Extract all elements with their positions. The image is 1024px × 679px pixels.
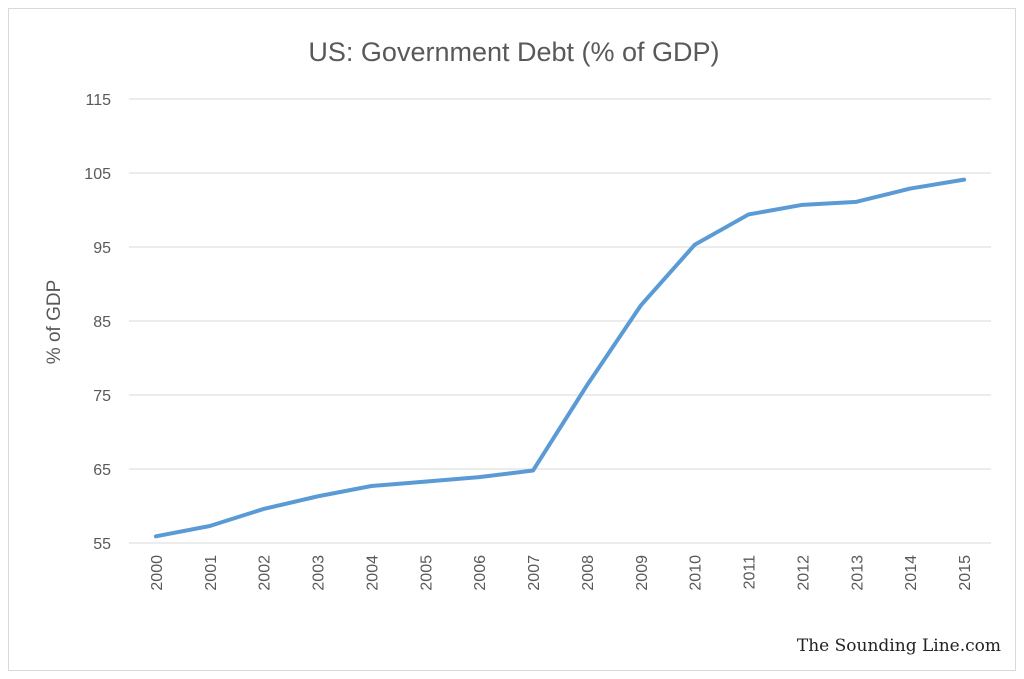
x-tick-label-2006: 2006 [472,555,489,591]
y-tick-label-115: 115 [85,92,111,109]
y-tick-label-75: 75 [93,388,111,405]
x-tick-label-2007: 2007 [526,555,543,591]
x-tick-label-2002: 2002 [257,555,274,591]
source-credit: The Sounding Line.com [797,636,1001,656]
x-tick-label-2001: 2001 [203,555,220,591]
x-tick-label-2003: 2003 [311,555,328,591]
x-tick-label-2013: 2013 [849,555,866,591]
x-tick-label-2004: 2004 [364,555,381,591]
y-axis-title: % of GDP [44,280,65,364]
x-tick-label-2015: 2015 [957,555,974,591]
x-tick-label-2009: 2009 [634,555,651,591]
y-tick-label-105: 105 [84,166,111,183]
x-tick-label-2005: 2005 [418,555,435,591]
x-axis-ticks: 2000 2001 2002 2003 2004 2005 2006 2007 2008 2009… [149,555,974,591]
y-tick-label-55: 55 [93,536,111,553]
gridlines [129,98,991,544]
series-line-0 [153,177,967,539]
x-tick-label-2008: 2008 [580,555,597,591]
x-tick-label-2014: 2014 [903,555,920,591]
x-tick-label-2011: 2011 [742,555,759,590]
y-tick-label-65: 65 [93,462,111,479]
chart-title: US: Government Debt (% of GDP) [308,37,719,67]
x-tick-label-2012: 2012 [795,555,812,591]
y-tick-label-95: 95 [93,240,111,257]
y-tick-label-85: 85 [93,314,111,331]
x-tick-label-2000: 2000 [149,555,166,591]
chart-frame [8,8,1016,671]
x-tick-label-2010: 2010 [688,555,705,591]
series-layer [153,177,967,539]
y-axis-ticks: 55 65 75 85 95 105 115 [84,92,111,553]
